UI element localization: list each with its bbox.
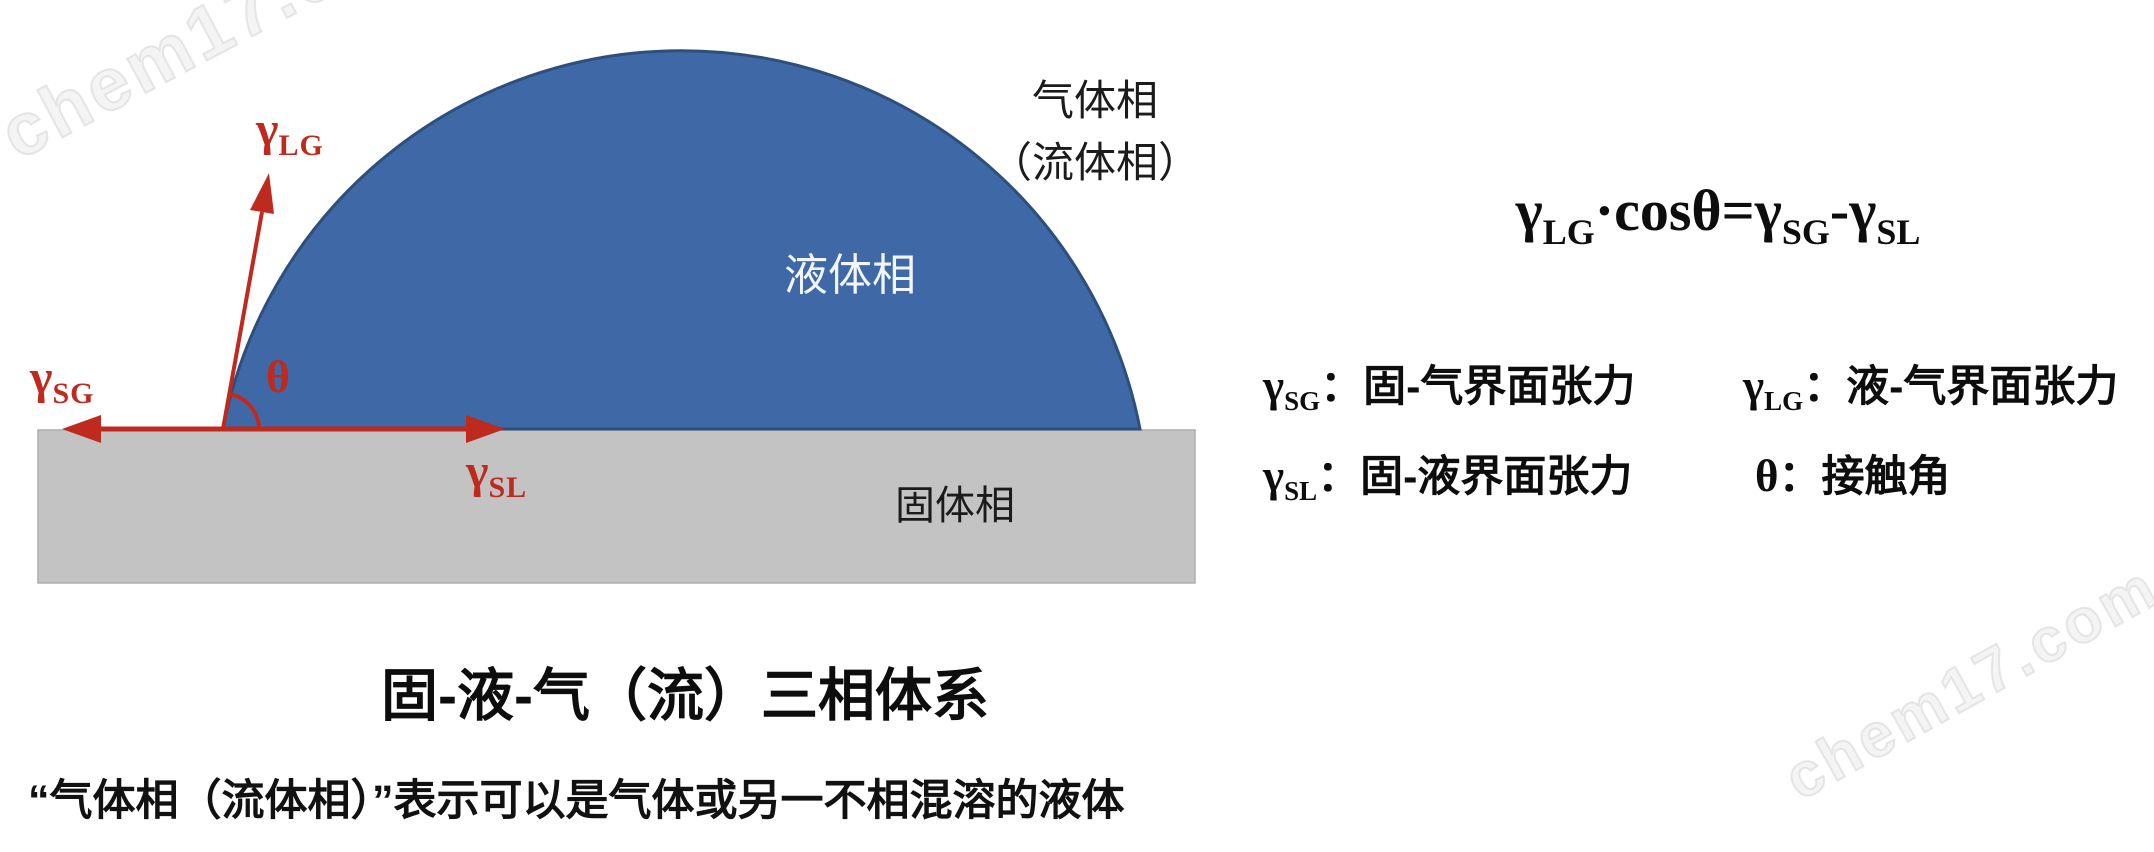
gamma-sg-label: γSG [30,351,94,409]
legend-desc-theta: 接触角 [1821,453,1951,501]
gas-phase-line2: （流体相） [989,139,1200,186]
gamma-lg-label: γLG [256,103,324,161]
gamma-lg-arrowhead-icon [250,173,274,214]
legend-sym-theta: θ [1755,451,1779,501]
solid-phase-label: 固体相 [895,484,1015,528]
legend-item-theta: θ：接触角 [1755,454,1951,499]
legend-item-gamma-sg: γSG：固-气界面张力 [1263,361,1636,416]
gamma-lg-symbol: γ [256,103,279,156]
legend-sym-gamma-lg: γLG [1743,361,1804,416]
legend-sep: ： [1320,363,1364,411]
diagram-title: 固-液-气（流）三相体系 [381,664,989,728]
gamma-sl-arrowhead-icon [466,415,505,443]
legend-sym-gamma-sg: γSG [1263,361,1321,416]
theta-label: θ [266,351,291,402]
eq-sub-lg: LG [1542,212,1595,252]
eq-minus: - [1829,178,1850,243]
legend-desc-gamma-sg: 固-气界面张力 [1363,363,1636,411]
legend-item-gamma-sl: γSL：固-液界面张力 [1263,451,1633,506]
youngs-equation: γLG·cosθ=γSG-γSL [1478,182,1958,251]
gas-phase-line1: 气体相 [1031,77,1158,124]
liquid-phase-label: 液体相 [784,251,916,300]
diagram-footnote: “气体相（流体相）”表示可以是气体或另一不相混溶的液体 [28,777,1125,825]
legend-sym-gamma-sl: γSL [1263,451,1318,506]
gamma-lg-subscript: LG [278,129,324,162]
gamma-sg-symbol: γ [30,351,53,404]
watermark-bottom-right: chem17.com [1772,551,2154,815]
eq-sub-sg: SG [1781,212,1830,252]
gamma-sl-label: γSL [466,445,527,503]
legend-sep: ： [1803,363,1847,411]
eq-gamma-2: γ [1754,178,1782,243]
gamma-sl-symbol: γ [466,445,489,498]
eq-sub-sl: SL [1876,212,1921,252]
legend-desc-gamma-lg: 液-气界面张力 [1846,363,2119,411]
liquid-droplet-shape [221,49,1142,431]
eq-gamma-3: γ [1849,178,1877,243]
eq-cos-theta: ·cosθ= [1594,178,1755,243]
gas-phase-label: 气体相 （流体相） [985,70,1205,194]
legend-sep: ： [1778,453,1822,501]
solid-surface [37,429,1196,584]
three-phase-diagram [37,49,1196,584]
gamma-sg-arrowhead-icon [62,415,101,443]
legend-desc-gamma-sl: 固-液界面张力 [1360,453,1633,501]
contact-angle-arc [228,392,261,430]
gamma-sg-subscript: SG [52,377,95,410]
legend-sep: ： [1317,453,1361,501]
legend-item-gamma-lg: γLG：液-气界面张力 [1743,361,2119,416]
gamma-sl-subscript: SL [488,471,528,504]
eq-gamma-1: γ [1515,178,1543,243]
